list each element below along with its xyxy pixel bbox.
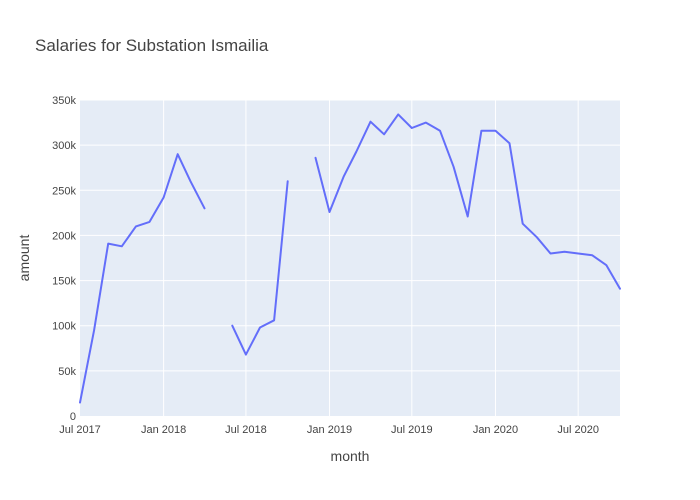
- x-tick-label: Jan 2019: [307, 424, 352, 436]
- series-line-segment: [314, 113, 621, 290]
- series-layer: [79, 113, 621, 404]
- x-tick-label: Jan 2018: [141, 424, 186, 436]
- x-tick-label: Jul 2020: [557, 424, 599, 436]
- y-tick-label: 350k: [52, 95, 76, 107]
- y-tick-label: 50k: [58, 366, 76, 378]
- gridlines: [80, 99, 620, 416]
- y-tick-label: 150k: [52, 276, 76, 288]
- x-axis-ticks: Jul 2017 Jan 2018 Jul 2018 Jan 2019 Jul 2019…: [59, 424, 599, 436]
- chart-title: Salaries for Substation Ismailia: [35, 36, 269, 55]
- y-axis-ticks: 0 50k 100k 150k 200k 250k 300k 350k: [52, 95, 76, 423]
- y-tick-label: 250k: [52, 185, 76, 197]
- plot-area: [80, 100, 620, 416]
- y-tick-label: 0: [70, 411, 76, 423]
- y-tick-label: 200k: [52, 230, 76, 242]
- y-tick-label: 300k: [52, 140, 76, 152]
- y-tick-label: 100k: [52, 321, 76, 333]
- series-line-segment: [231, 180, 289, 356]
- x-tick-label: Jul 2019: [391, 424, 433, 436]
- series-line-segment: [79, 153, 206, 404]
- x-tick-label: Jan 2020: [473, 424, 518, 436]
- x-tick-label: Jul 2017: [59, 424, 101, 436]
- x-axis-title: month: [331, 448, 370, 464]
- x-tick-label: Jul 2018: [225, 424, 267, 436]
- y-axis-title: amount: [16, 235, 32, 282]
